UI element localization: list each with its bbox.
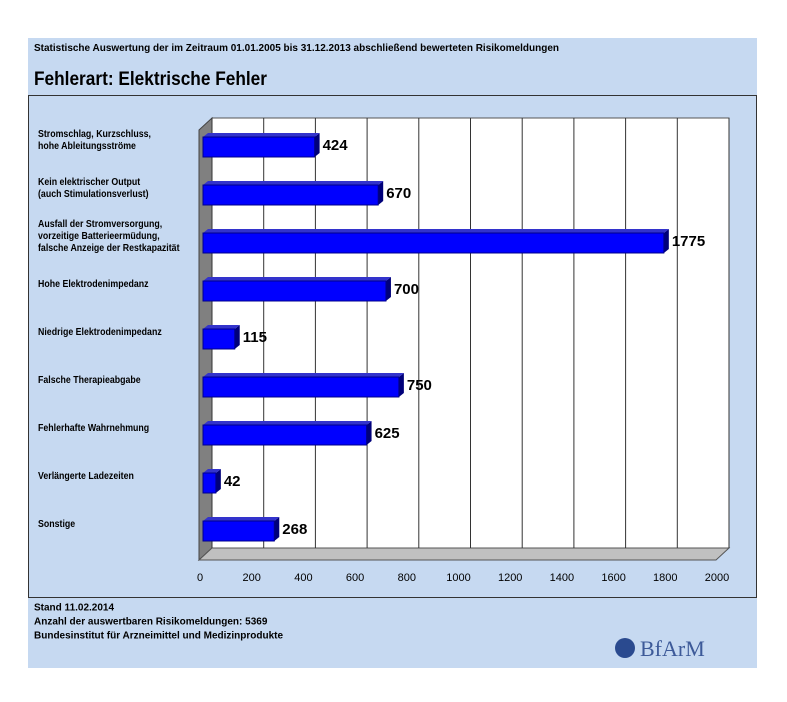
bar-top	[203, 421, 372, 425]
bar	[202, 136, 316, 158]
bar-side	[398, 373, 404, 397]
bar-top	[203, 133, 320, 137]
category-label: Hohe Elektrodenimpedanz	[38, 279, 149, 290]
footer-note: Stand 11.02.2014	[34, 603, 114, 614]
x-tick-label: 800	[398, 572, 416, 584]
bar-side	[366, 421, 372, 445]
x-tick-label: 1200	[498, 572, 522, 584]
bar	[202, 280, 387, 302]
category-label: Stromschlag, Kurzschluss, hohe Ableitung…	[38, 129, 151, 152]
bar	[202, 472, 217, 494]
category-label: Ausfall der Stromversorgung, vorzeitige …	[38, 219, 180, 254]
value-label: 700	[394, 281, 419, 298]
bar-side	[215, 469, 221, 493]
x-tick-label: 400	[294, 572, 312, 584]
bar	[202, 232, 665, 254]
category-label: Kein elektrischer Output (auch Stimulati…	[38, 177, 149, 200]
bar-side	[385, 277, 391, 301]
value-label: 268	[282, 521, 307, 538]
logo: BfArM	[640, 636, 705, 661]
footer-note: Bundesinstitut für Arzneimittel und Medi…	[34, 631, 284, 642]
bar-top	[203, 373, 404, 377]
chart-title: Fehlerart: Elektrische Fehler	[34, 69, 268, 90]
category-label: Verlängerte Ladezeiten	[38, 471, 134, 482]
bar	[202, 520, 275, 542]
bar-top	[203, 517, 280, 521]
x-tick-label: 1600	[601, 572, 625, 584]
bar-side	[314, 133, 320, 157]
x-tick-label: 1000	[446, 572, 470, 584]
footer-note: Anzahl der auswertbaren Risikomeldungen:…	[34, 617, 268, 628]
floor	[197, 547, 731, 561]
category-label: Niedrige Elektrodenimpedanz	[38, 327, 162, 338]
bar-side	[663, 229, 669, 253]
value-label: 1775	[672, 233, 705, 250]
x-tick-label: 2000	[705, 572, 729, 584]
value-label: 670	[386, 185, 411, 202]
value-label: 42	[224, 473, 241, 490]
category-label: Fehlerhafte Wahrnehmung	[38, 423, 150, 434]
bar	[202, 184, 379, 206]
bar-top	[203, 325, 240, 329]
value-label: 424	[323, 137, 349, 154]
bar-side	[234, 325, 240, 349]
x-tick-label: 600	[346, 572, 364, 584]
bar	[202, 328, 236, 350]
chart-subtitle: Statistische Auswertung der im Zeitraum …	[34, 42, 559, 54]
value-label: 115	[243, 329, 267, 346]
bar-top	[203, 229, 669, 233]
bar-top	[203, 181, 384, 185]
category-label: Falsche Therapieabgabe	[38, 375, 141, 386]
bar	[202, 424, 368, 446]
category-label: Sonstige	[38, 519, 76, 530]
bar-top	[203, 469, 221, 473]
value-label: 625	[375, 425, 400, 442]
bar-top	[203, 277, 391, 281]
x-tick-label: 200	[243, 572, 261, 584]
x-tick-label: 1800	[653, 572, 677, 584]
x-tick-label: 1400	[550, 572, 574, 584]
logo-icon	[615, 638, 635, 658]
x-tick-label: 0	[197, 572, 203, 584]
bar-side	[378, 181, 384, 205]
value-label: 750	[407, 377, 432, 394]
bar-side	[274, 517, 280, 541]
bar	[202, 376, 400, 398]
